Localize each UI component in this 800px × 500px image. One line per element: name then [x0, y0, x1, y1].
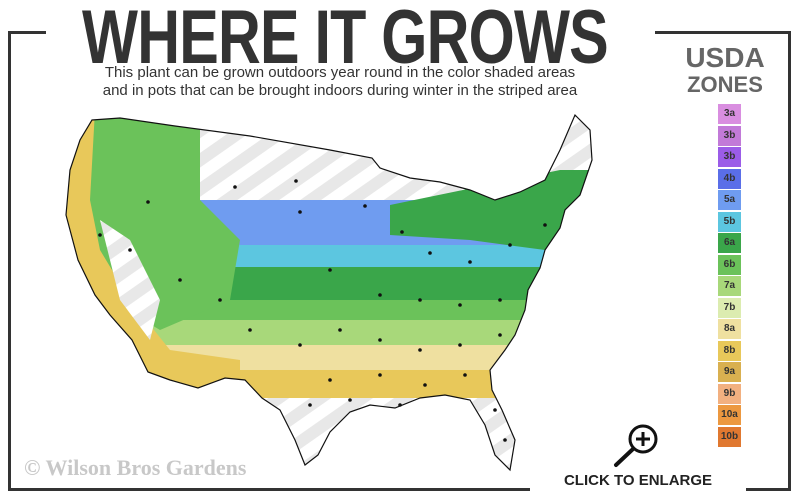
- legend-zone-8b: 8b: [718, 340, 741, 362]
- page-title: WHERE IT GROWS: [82, 0, 609, 80]
- frame-bottom-right: [746, 488, 791, 491]
- legend-zone-9a: 9a: [718, 362, 741, 383]
- legend-zone-10b: 10b: [718, 426, 741, 448]
- legend-zone-4b: 4b: [718, 168, 741, 190]
- city-dot: [503, 438, 507, 442]
- frame-top-left: [8, 31, 46, 34]
- legend-zone-3b: 3b: [718, 147, 741, 168]
- legend-zone-7b: 7b: [718, 297, 741, 319]
- subtitle-line-2: and in pots that can be brought indoors …: [102, 82, 578, 99]
- legend-zone-3a: 3a: [718, 104, 741, 125]
- city-dot: [398, 403, 402, 407]
- legend-zone-6b: 6b: [718, 254, 741, 276]
- striped-area-california: [100, 220, 160, 340]
- city-dot: [298, 343, 302, 347]
- city-dot: [418, 348, 422, 352]
- city-dot: [498, 333, 502, 337]
- city-dot: [218, 298, 222, 302]
- city-dot: [298, 210, 302, 214]
- city-dot: [543, 223, 547, 227]
- legend-zone-8a: 8a: [718, 319, 741, 340]
- subtitle-line-1: This plant can be grown outdoors year ro…: [104, 64, 576, 81]
- click-to-enlarge-button[interactable]: CLICK TO ENLARGE: [563, 472, 713, 489]
- city-dot: [423, 383, 427, 387]
- watermark: © Wilson Bros Gardens: [24, 455, 247, 480]
- city-dot: [498, 298, 502, 302]
- legend-zone-9b: 9b: [718, 383, 741, 405]
- city-dot: [308, 403, 312, 407]
- striped-area-gulf: [280, 398, 530, 470]
- city-dot: [418, 298, 422, 302]
- city-dot: [458, 343, 462, 347]
- zone-band-6b: [150, 300, 560, 320]
- city-dot: [233, 185, 237, 189]
- legend-zone-6a: 6a: [718, 233, 741, 254]
- city-dot: [328, 268, 332, 272]
- frame-bottom-left: [8, 488, 530, 491]
- city-dot: [178, 278, 182, 282]
- city-dot: [378, 338, 382, 342]
- frame-left: [8, 31, 11, 491]
- city-dot: [458, 303, 462, 307]
- legend-zone-5b: 5b: [718, 211, 741, 233]
- legend-zone-5a: 5a: [718, 190, 741, 211]
- city-dot: [146, 200, 150, 204]
- city-dot: [363, 204, 367, 208]
- frame-right: [788, 31, 791, 491]
- city-dot: [463, 373, 467, 377]
- city-dot: [493, 408, 497, 412]
- legend-zone-3b: 3b: [718, 125, 741, 147]
- frame-top-right: [655, 31, 791, 34]
- legend-zone-10a: 10a: [718, 405, 741, 426]
- zoom-in-magnifier-icon[interactable]: [610, 422, 662, 468]
- legend-title-usda: USDA: [685, 42, 765, 73]
- city-dot: [98, 233, 102, 237]
- city-dot: [428, 251, 432, 255]
- city-dot: [400, 230, 404, 234]
- city-dot: [348, 398, 352, 402]
- city-dot: [378, 373, 382, 377]
- city-dot: [338, 328, 342, 332]
- legend-title-zones: ZONES: [687, 72, 763, 97]
- city-dot: [248, 328, 252, 332]
- legend-zone-7a: 7a: [718, 276, 741, 297]
- zone-band-5b: [150, 245, 560, 267]
- city-dot: [328, 378, 332, 382]
- city-dot: [294, 179, 298, 183]
- city-dot: [378, 293, 382, 297]
- zone-band-7a: [150, 320, 560, 345]
- city-dot: [128, 248, 132, 252]
- zone-band-6a-northeast: [390, 170, 592, 250]
- city-dot: [468, 260, 472, 264]
- city-dot: [508, 243, 512, 247]
